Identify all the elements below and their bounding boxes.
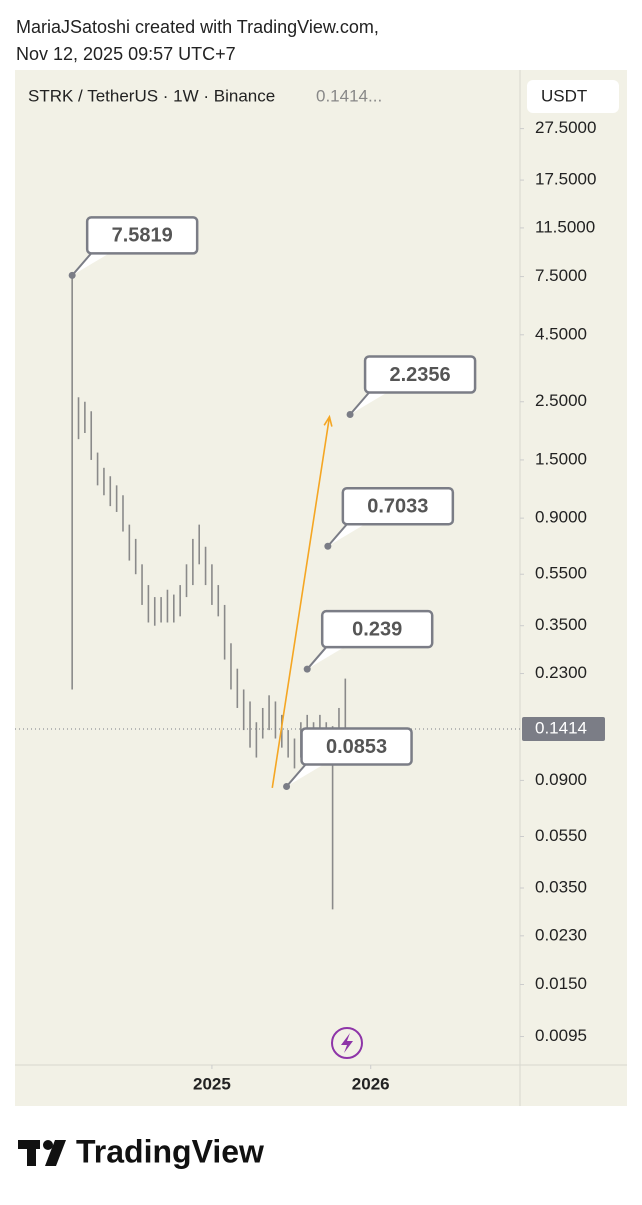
header-price: 0.1414... [316,86,382,105]
callout-label: 0.0853 [326,736,387,758]
y-tick-label: 0.2300 [535,663,587,682]
y-tick-label: 0.0550 [535,826,587,845]
credit-date: Nov 12, 2025 09:57 UTC+7 [16,44,236,64]
callout-label: 7.5819 [112,225,173,247]
currency-box[interactable] [527,80,619,113]
y-tick-label: 0.0230 [535,925,587,944]
y-tick-label: 0.3500 [535,615,587,634]
y-tick-label: 4.5000 [535,324,587,343]
icon [331,1027,363,1059]
callout-anchor [303,665,311,673]
credit-line: MariaJSatoshi created with TradingView.c… [16,17,379,37]
last-price-box [522,716,605,741]
callout-box [341,486,455,526]
y-tick-label: 0.0150 [535,974,587,993]
trend-line [271,416,331,788]
y-tick-label: 0.9000 [535,508,587,527]
y-tick-label: 7.5000 [535,266,587,285]
callout-box [300,727,413,766]
last-price-label: 0.1414 [535,718,587,737]
y-tick-label: 2.5000 [535,391,587,410]
brand: TradingView [76,1133,264,1169]
y-tick-label: 1.5000 [535,449,587,468]
y-tick-label: 11.5000 [535,217,595,236]
callout-box [85,216,199,255]
x-tick-label: 2025 [193,1074,231,1093]
y-tick-label: 0.0900 [535,770,587,789]
callout-anchor [283,783,291,791]
callout-anchor [324,542,332,550]
x-tick-label: 2026 [352,1074,390,1093]
y-tick-label: 27.5000 [535,118,596,137]
y-tick-label: 0.0095 [535,1026,587,1045]
currency[interactable]: USDT [541,86,587,105]
logo [18,1140,66,1166]
callout-anchor [68,271,76,279]
chart-title: STRK / TetherUS · 1W · Binance [28,86,275,105]
callout-label: 0.7033 [367,495,428,517]
y-tick-label: 0.0350 [535,877,587,896]
callout-anchor [346,410,354,418]
y-tick-label: 0.5500 [535,564,587,583]
callout-box [320,609,434,649]
callout-label: 0.239 [352,618,402,640]
callout-box [363,355,477,394]
trend-arrowhead [323,414,333,427]
callout-label: 2.2356 [389,364,450,386]
icon [341,1033,353,1053]
y-tick-label: 17.5000 [535,170,596,189]
